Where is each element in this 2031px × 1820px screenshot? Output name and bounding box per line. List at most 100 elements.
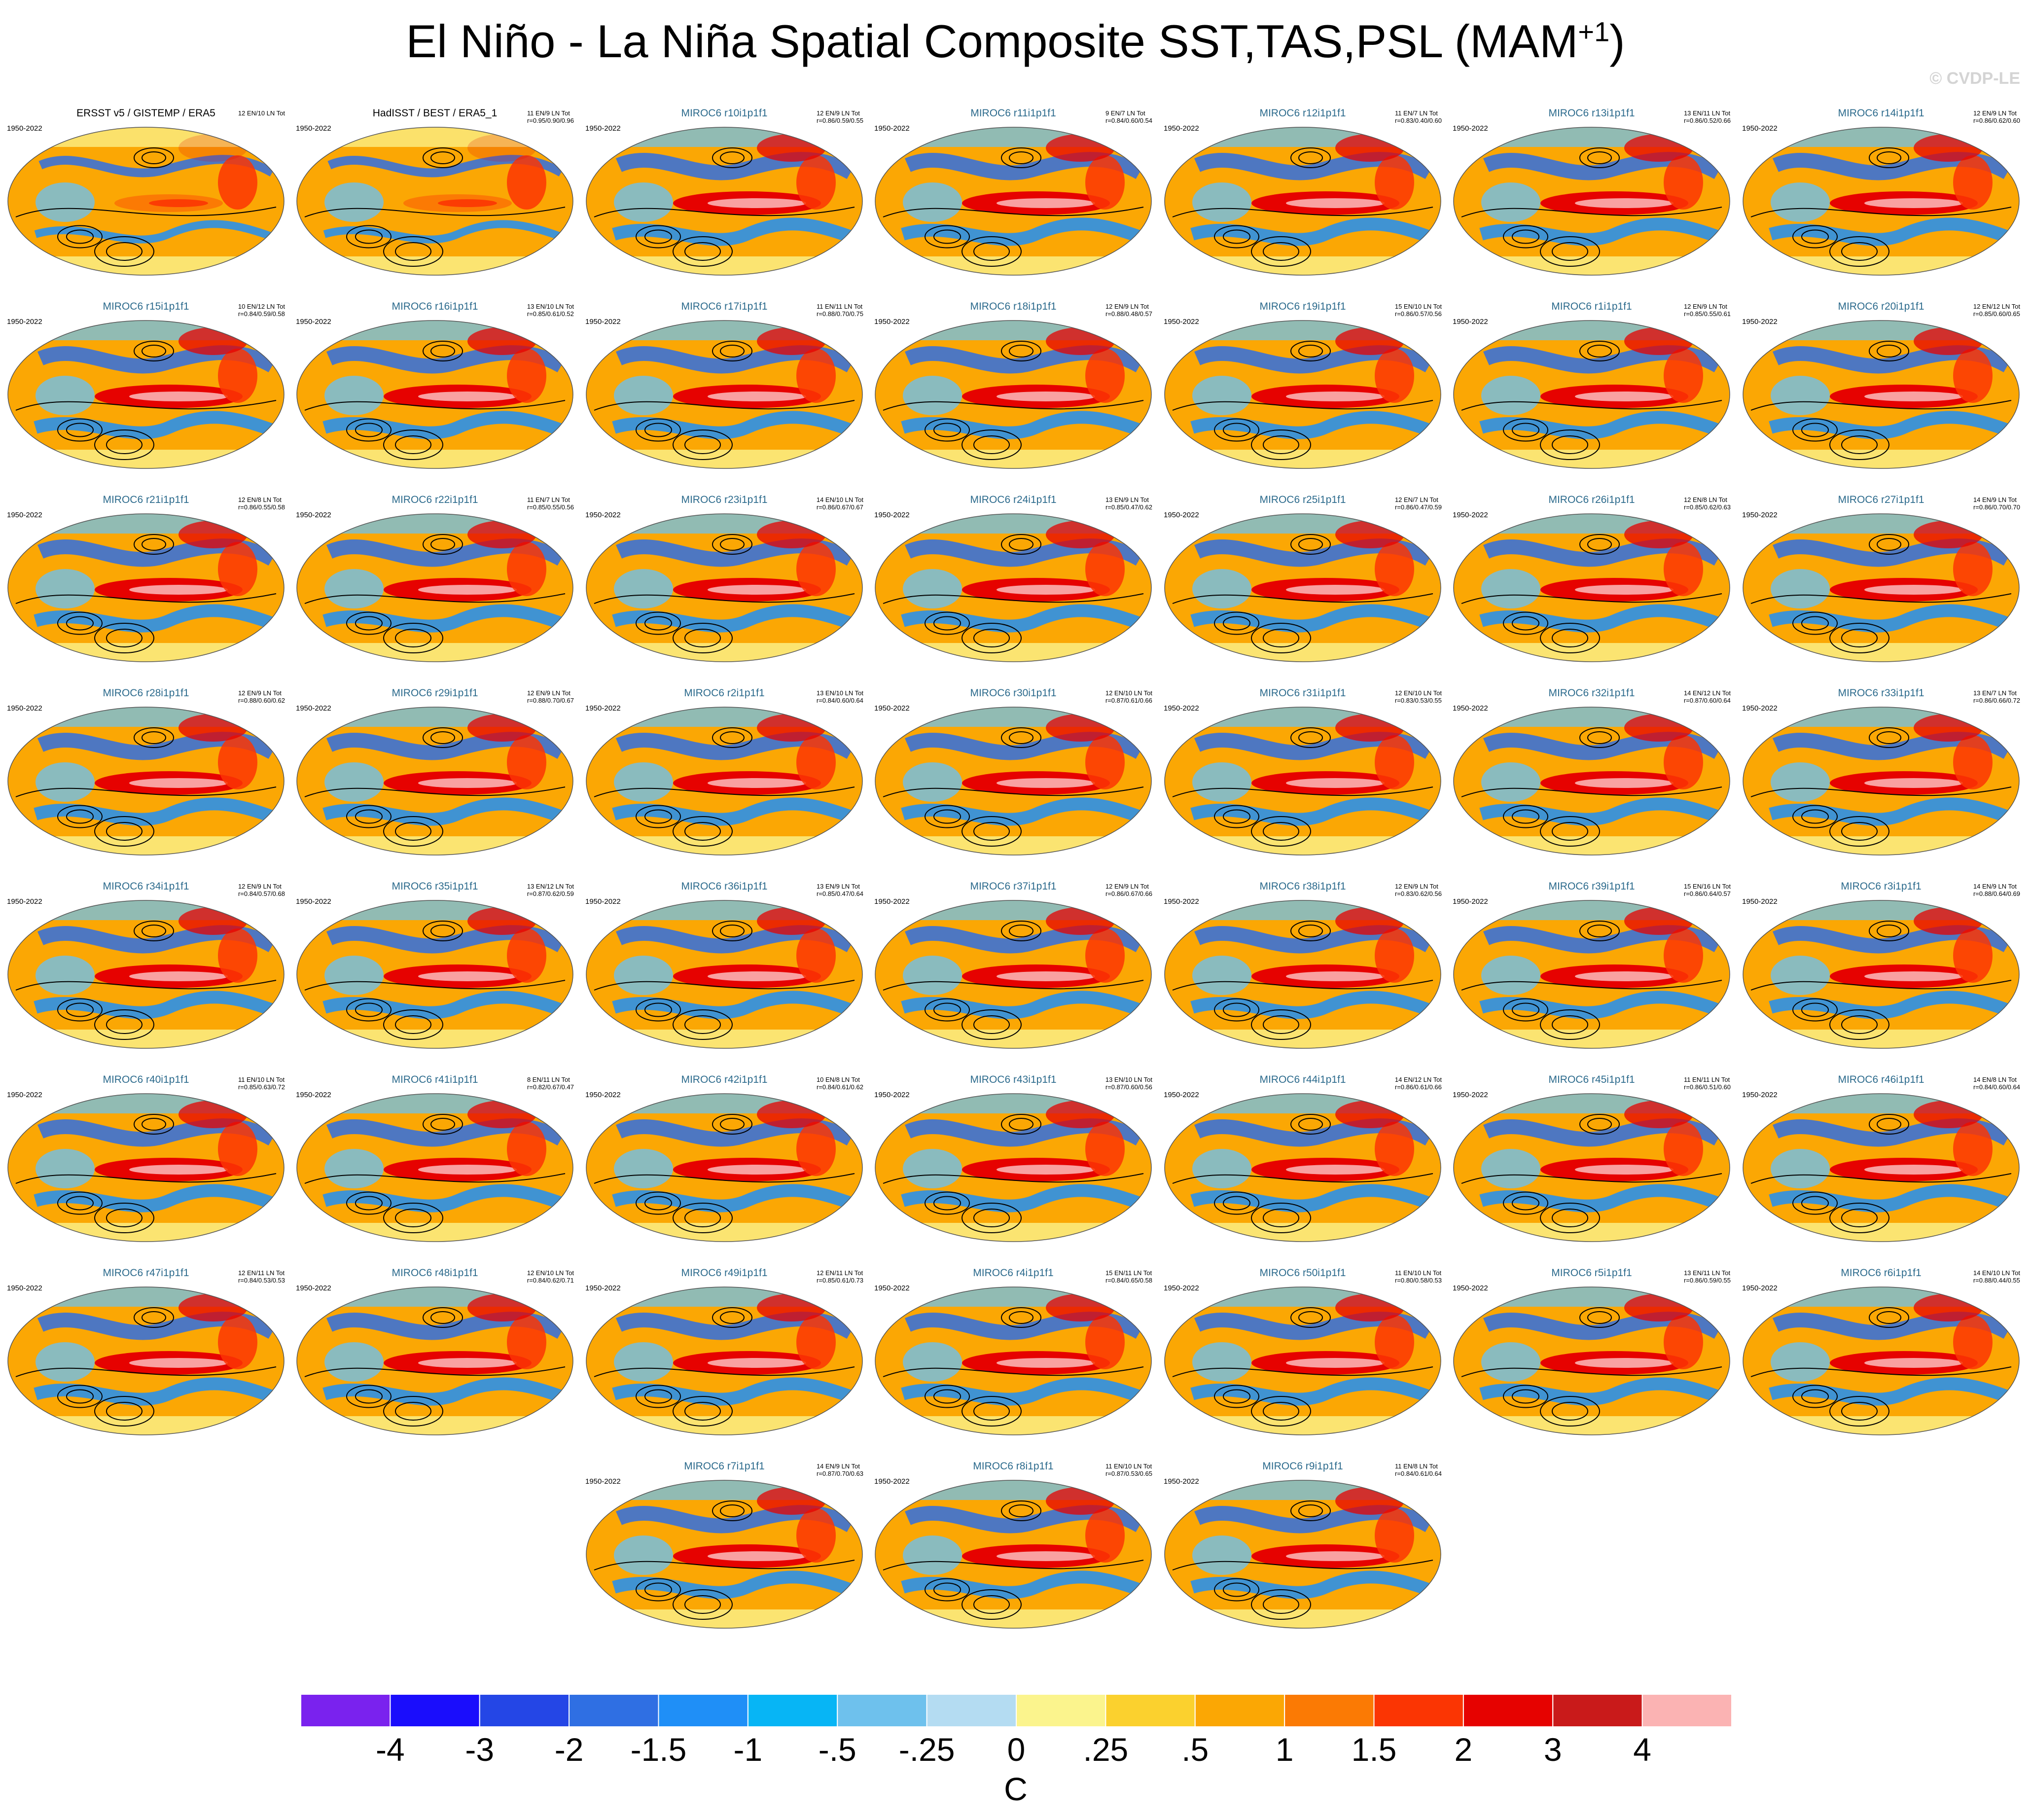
panel-stats: 12 EN/10 LN Tot r=0.84/0.62/0.71 bbox=[527, 1269, 574, 1284]
panel-stats: 12 EN/9 LN Tot r=0.86/0.67/0.66 bbox=[1105, 883, 1152, 897]
composite-map bbox=[875, 707, 1152, 856]
panel-title: MIROC6 r21i1p1f1 bbox=[103, 494, 189, 505]
event-counts: 12 EN/9 LN Tot bbox=[527, 689, 570, 697]
panel-title: MIROC6 r20i1p1f1 bbox=[1838, 301, 1924, 312]
map-panel: MIROC6 r47i1p1f1 1950-2022 12 EN/11 LN Tot… bbox=[6, 1267, 286, 1462]
panel-stats: 14 EN/10 LN Tot r=0.86/0.67/0.67 bbox=[817, 496, 863, 511]
panel-stats: 11 EN/8 LN Tot r=0.84/0.61/0.64 bbox=[1395, 1463, 1442, 1477]
panel-period: 1950-2022 bbox=[1742, 1284, 1778, 1292]
composite-map bbox=[296, 1093, 573, 1242]
panel-period: 1950-2022 bbox=[7, 1284, 42, 1292]
event-counts: 13 EN/10 LN Tot bbox=[1105, 1076, 1152, 1083]
composite-map bbox=[296, 900, 573, 1049]
panel-period: 1950-2022 bbox=[1164, 897, 1199, 906]
pattern-correlations: r=0.86/0.64/0.57 bbox=[1683, 890, 1731, 897]
composite-map bbox=[1743, 127, 2020, 276]
event-counts: 14 EN/9 LN Tot bbox=[1973, 883, 2017, 890]
composite-map bbox=[7, 1286, 285, 1435]
panel-stats: 14 EN/12 LN Tot r=0.87/0.60/0.64 bbox=[1684, 689, 1731, 704]
panel-title: MIROC6 r28i1p1f1 bbox=[103, 687, 189, 699]
panel-stats: 8 EN/11 LN Tot r=0.82/0.67/0.47 bbox=[527, 1076, 574, 1091]
map-panel: HadISST / BEST / ERA5_1 1950-2022 11 EN/9 … bbox=[295, 107, 575, 302]
panel-period: 1950-2022 bbox=[296, 1284, 331, 1292]
panel-period: 1950-2022 bbox=[1164, 124, 1199, 133]
panel-period: 1950-2022 bbox=[7, 124, 42, 133]
panel-period: 1950-2022 bbox=[874, 704, 910, 713]
map-panel: MIROC6 r24i1p1f1 1950-2022 13 EN/9 LN Tot r… bbox=[873, 494, 1153, 689]
event-counts: 13 EN/12 LN Tot bbox=[527, 883, 574, 890]
event-counts: 9 EN/7 LN Tot bbox=[1105, 109, 1145, 117]
colorbar-tick-label: .25 bbox=[1083, 1731, 1129, 1768]
composite-map bbox=[1164, 1480, 1441, 1629]
composite-map bbox=[296, 707, 573, 856]
panel-title: MIROC6 r22i1p1f1 bbox=[392, 494, 478, 505]
colorbar-tick-label: 0 bbox=[1007, 1731, 1026, 1768]
colorbar-tick-label: 4 bbox=[1633, 1731, 1651, 1768]
title-close: ) bbox=[1609, 15, 1625, 67]
pattern-correlations: r=0.86/0.52/0.66 bbox=[1683, 117, 1731, 124]
map-panel: MIROC6 r32i1p1f1 1950-2022 14 EN/12 LN Tot… bbox=[1452, 687, 1732, 882]
map-panel: MIROC6 r16i1p1f1 1950-2022 13 EN/10 LN Tot… bbox=[295, 301, 575, 496]
pattern-correlations: r=0.87/0.61/0.66 bbox=[1105, 697, 1152, 704]
colorbar-swatch bbox=[300, 1694, 391, 1727]
panel-title: MIROC6 r32i1p1f1 bbox=[1548, 687, 1635, 699]
panel-stats: 13 EN/10 LN Tot r=0.85/0.61/0.52 bbox=[527, 303, 574, 318]
colorbar-swatch bbox=[569, 1694, 659, 1727]
pattern-correlations: r=0.85/0.61/0.73 bbox=[816, 1277, 863, 1284]
pattern-correlations: r=0.85/0.61/0.52 bbox=[527, 310, 574, 318]
panel-stats: 12 EN/10 LN Tot r=0.83/0.53/0.55 bbox=[1395, 689, 1442, 704]
pattern-correlations: r=0.86/0.51/0.60 bbox=[1683, 1083, 1731, 1091]
panel-title: MIROC6 r12i1p1f1 bbox=[1259, 107, 1346, 119]
composite-map bbox=[1164, 900, 1441, 1049]
composite-map bbox=[1453, 320, 1730, 469]
panel-stats: 12 EN/9 LN Tot r=0.84/0.57/0.68 bbox=[238, 883, 285, 897]
panel-stats: 11 EN/7 LN Tot r=0.85/0.55/0.56 bbox=[527, 496, 574, 511]
pattern-correlations: r=0.86/0.47/0.59 bbox=[1394, 503, 1442, 511]
panel-title: MIROC6 r45i1p1f1 bbox=[1548, 1074, 1635, 1085]
pattern-correlations: r=0.86/0.59/0.55 bbox=[1683, 1277, 1731, 1284]
pattern-correlations: r=0.85/0.47/0.64 bbox=[816, 890, 863, 897]
title-superscript: +1 bbox=[1578, 16, 1610, 47]
colorbar-tick-label: -2 bbox=[554, 1731, 584, 1768]
panel-period: 1950-2022 bbox=[585, 124, 621, 133]
composite-map bbox=[586, 1093, 863, 1242]
composite-map bbox=[586, 1480, 863, 1629]
pattern-correlations: r=0.80/0.58/0.53 bbox=[1394, 1277, 1442, 1284]
pattern-correlations: r=0.86/0.55/0.58 bbox=[238, 503, 285, 511]
map-panel: MIROC6 r1i1p1f1 1950-2022 12 EN/9 LN Tot r=… bbox=[1452, 301, 1732, 496]
map-panel: ERSST v5 / GISTEMP / ERA5 1950-2022 12 EN/… bbox=[6, 107, 286, 302]
panel-title: MIROC6 r27i1p1f1 bbox=[1838, 494, 1924, 505]
map-panel: MIROC6 r6i1p1f1 1950-2022 14 EN/10 LN Tot r… bbox=[1741, 1267, 2021, 1462]
map-panel: MIROC6 r10i1p1f1 1950-2022 12 EN/9 LN Tot r… bbox=[584, 107, 864, 302]
colorbar-tick-label: 1.5 bbox=[1351, 1731, 1397, 1768]
panel-title: MIROC6 r30i1p1f1 bbox=[970, 687, 1057, 699]
panel-title: HadISST / BEST / ERA5_1 bbox=[372, 107, 498, 119]
colorbar-swatch bbox=[747, 1694, 838, 1727]
panel-period: 1950-2022 bbox=[296, 511, 331, 519]
panel-title: MIROC6 r5i1p1f1 bbox=[1551, 1267, 1632, 1279]
panel-stats: 12 EN/9 LN Tot r=0.88/0.70/0.67 bbox=[527, 689, 574, 704]
panel-title: MIROC6 r2i1p1f1 bbox=[684, 687, 765, 699]
composite-map bbox=[7, 513, 285, 662]
colorbar-tick-label: 3 bbox=[1543, 1731, 1562, 1768]
map-panel: MIROC6 r15i1p1f1 1950-2022 10 EN/12 LN Tot… bbox=[6, 301, 286, 496]
panel-title: MIROC6 r4i1p1f1 bbox=[973, 1267, 1054, 1279]
colorbar-tick-label: -.5 bbox=[818, 1731, 856, 1768]
colorbar-swatch bbox=[390, 1694, 480, 1727]
map-panel: MIROC6 r2i1p1f1 1950-2022 13 EN/10 LN Tot r… bbox=[584, 687, 864, 882]
panel-title: MIROC6 r46i1p1f1 bbox=[1838, 1074, 1924, 1085]
composite-map bbox=[1743, 513, 2020, 662]
panel-period: 1950-2022 bbox=[874, 124, 910, 133]
colorbar-swatch bbox=[1552, 1694, 1643, 1727]
pattern-correlations: r=0.87/0.62/0.59 bbox=[527, 890, 574, 897]
pattern-correlations: r=0.85/0.62/0.63 bbox=[1683, 503, 1731, 511]
colorbar-swatch bbox=[837, 1694, 927, 1727]
pattern-correlations: r=0.85/0.47/0.62 bbox=[1105, 503, 1152, 511]
panel-period: 1950-2022 bbox=[1453, 318, 1488, 326]
map-panel: MIROC6 r21i1p1f1 1950-2022 12 EN/8 LN Tot r… bbox=[6, 494, 286, 689]
colorbar-swatch bbox=[1284, 1694, 1375, 1727]
pattern-correlations: r=0.84/0.57/0.68 bbox=[238, 890, 285, 897]
composite-map bbox=[1743, 1093, 2020, 1242]
pattern-correlations: r=0.84/0.53/0.53 bbox=[238, 1277, 285, 1284]
panel-period: 1950-2022 bbox=[296, 1091, 331, 1099]
